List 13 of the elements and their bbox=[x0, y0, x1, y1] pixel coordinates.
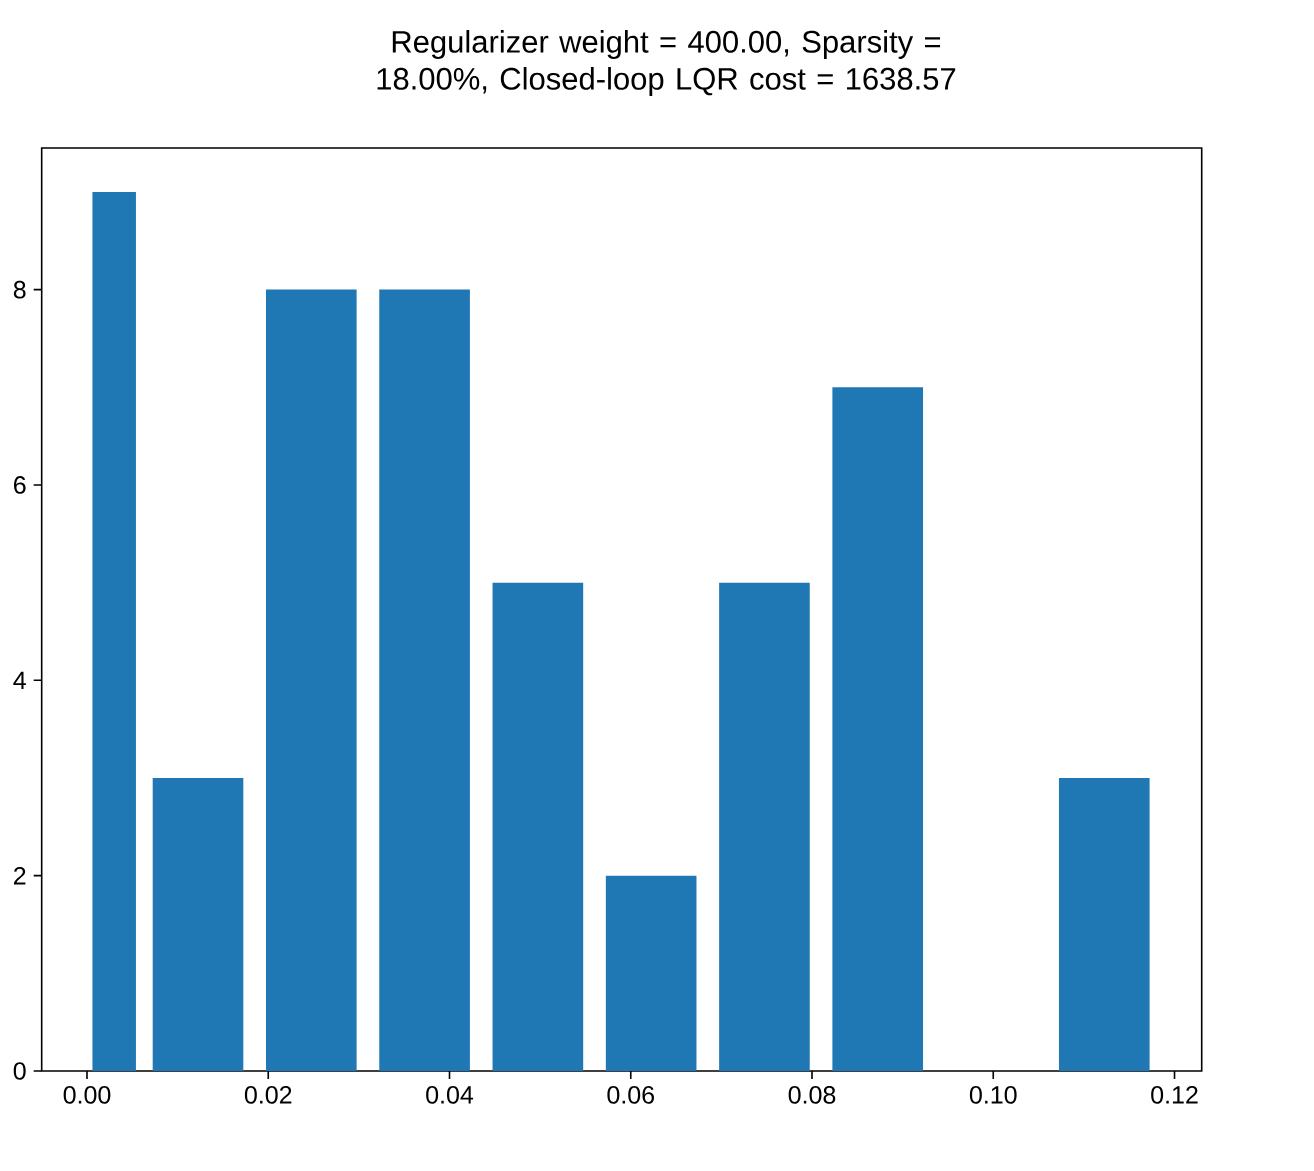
x-tick-label: 0.04 bbox=[426, 1086, 474, 1104]
x-tick-label: 0.08 bbox=[788, 1086, 836, 1104]
y-tick-label: 2 bbox=[13, 866, 26, 885]
chart-title: Regularizer weight = 400.00, Sparsity = 18.00%, Closed-loop LQR cost = 1638.57 bbox=[377, 30, 956, 96]
y-tick-label: 4 bbox=[13, 671, 26, 689]
y-tick-label: 8 bbox=[13, 280, 26, 299]
x-tick-label: 0.12 bbox=[1151, 1086, 1198, 1104]
y-tick-label: 6 bbox=[14, 476, 26, 494]
x-tick-label: 0.10 bbox=[969, 1086, 1017, 1104]
x-tick-label: 0.02 bbox=[244, 1086, 292, 1104]
x-tick-label: 0.06 bbox=[607, 1086, 654, 1104]
x-tick-label: 0.00 bbox=[63, 1086, 111, 1104]
y-tick-label: 0 bbox=[13, 1062, 26, 1080]
